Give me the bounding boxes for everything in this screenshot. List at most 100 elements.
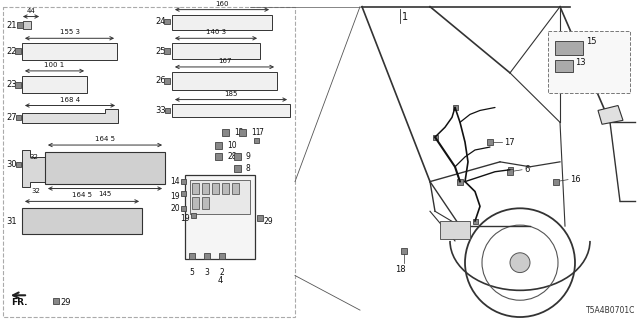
Bar xyxy=(221,129,228,136)
Polygon shape xyxy=(22,150,45,187)
Bar xyxy=(192,183,199,195)
Text: 17: 17 xyxy=(504,138,515,147)
Text: 100 1: 100 1 xyxy=(44,62,65,68)
Polygon shape xyxy=(22,109,118,123)
Text: 2: 2 xyxy=(220,268,225,276)
Bar xyxy=(219,253,225,259)
Bar xyxy=(17,22,23,28)
Bar xyxy=(15,82,21,88)
Bar xyxy=(180,191,186,196)
Text: 33: 33 xyxy=(155,106,166,115)
Text: 21: 21 xyxy=(6,21,17,30)
Text: 29: 29 xyxy=(60,298,70,307)
Bar xyxy=(553,179,559,185)
Bar xyxy=(23,21,31,29)
Text: 23: 23 xyxy=(6,80,17,89)
Bar xyxy=(185,175,255,259)
Text: 31: 31 xyxy=(6,217,17,226)
Text: 8: 8 xyxy=(246,164,251,173)
Text: 155 3: 155 3 xyxy=(60,29,79,35)
Text: 9: 9 xyxy=(246,152,251,161)
Text: 145: 145 xyxy=(99,191,111,197)
Bar xyxy=(164,78,170,84)
Text: 32: 32 xyxy=(29,154,38,160)
Bar xyxy=(180,206,186,211)
Bar xyxy=(440,221,470,239)
Text: 5: 5 xyxy=(189,268,195,276)
Text: 19: 19 xyxy=(170,192,180,201)
Polygon shape xyxy=(598,106,623,124)
Text: 29: 29 xyxy=(264,217,274,226)
Text: 4: 4 xyxy=(218,276,223,284)
Bar xyxy=(164,19,170,24)
Bar xyxy=(172,104,290,117)
Text: 27: 27 xyxy=(6,113,17,122)
Text: 24: 24 xyxy=(155,17,166,26)
Bar xyxy=(253,138,259,143)
Text: 19: 19 xyxy=(180,214,190,223)
Text: 26: 26 xyxy=(155,76,166,85)
Text: 160: 160 xyxy=(215,1,228,7)
Bar xyxy=(191,213,195,218)
Bar xyxy=(22,43,117,60)
Bar xyxy=(433,135,438,140)
Bar xyxy=(180,179,186,184)
Bar xyxy=(239,129,246,136)
Bar xyxy=(507,169,513,175)
Text: 44: 44 xyxy=(27,8,35,13)
Bar xyxy=(214,141,221,148)
Text: 18: 18 xyxy=(395,265,405,274)
Bar xyxy=(555,41,583,55)
Bar xyxy=(508,167,513,172)
Bar xyxy=(234,165,241,172)
Bar xyxy=(202,183,209,195)
Bar xyxy=(234,154,241,160)
Bar xyxy=(172,43,260,59)
Text: 11: 11 xyxy=(251,128,260,137)
Bar xyxy=(190,180,250,214)
Bar xyxy=(555,60,573,72)
Text: 22: 22 xyxy=(6,47,17,56)
Text: 32: 32 xyxy=(31,188,40,194)
Bar xyxy=(204,253,210,259)
Text: 10: 10 xyxy=(227,140,237,149)
Text: 16: 16 xyxy=(570,175,580,184)
Bar xyxy=(164,108,170,113)
Text: T5A4B0701C: T5A4B0701C xyxy=(586,306,635,315)
Text: 185: 185 xyxy=(224,91,237,97)
Text: 30: 30 xyxy=(6,160,17,169)
Bar xyxy=(15,115,20,120)
Bar xyxy=(15,162,20,167)
Bar xyxy=(22,208,142,234)
Text: 167: 167 xyxy=(218,58,231,64)
Bar xyxy=(202,197,209,209)
Bar xyxy=(457,179,463,185)
Bar xyxy=(257,215,263,221)
Text: 12: 12 xyxy=(234,128,243,137)
Text: 13: 13 xyxy=(575,59,586,68)
Bar xyxy=(22,76,87,93)
Text: 168 4: 168 4 xyxy=(60,97,80,102)
Bar xyxy=(222,183,229,195)
Text: 6: 6 xyxy=(524,165,529,174)
Bar xyxy=(214,154,221,160)
Text: 140 3: 140 3 xyxy=(206,29,226,35)
Text: 164 5: 164 5 xyxy=(95,136,115,142)
Bar xyxy=(192,197,199,209)
Bar xyxy=(452,105,458,110)
Text: 28: 28 xyxy=(227,152,237,161)
Text: 15: 15 xyxy=(586,37,596,46)
Bar xyxy=(487,139,493,145)
Bar xyxy=(15,48,21,54)
Text: 1: 1 xyxy=(402,12,408,21)
Bar xyxy=(189,253,195,259)
Bar xyxy=(53,298,59,304)
Text: 164 5: 164 5 xyxy=(72,192,92,198)
Bar xyxy=(472,219,477,224)
Bar xyxy=(172,15,272,30)
Circle shape xyxy=(510,253,530,273)
Bar xyxy=(3,7,295,317)
Text: 14: 14 xyxy=(170,177,180,186)
Bar xyxy=(548,31,630,93)
Bar xyxy=(45,152,165,184)
